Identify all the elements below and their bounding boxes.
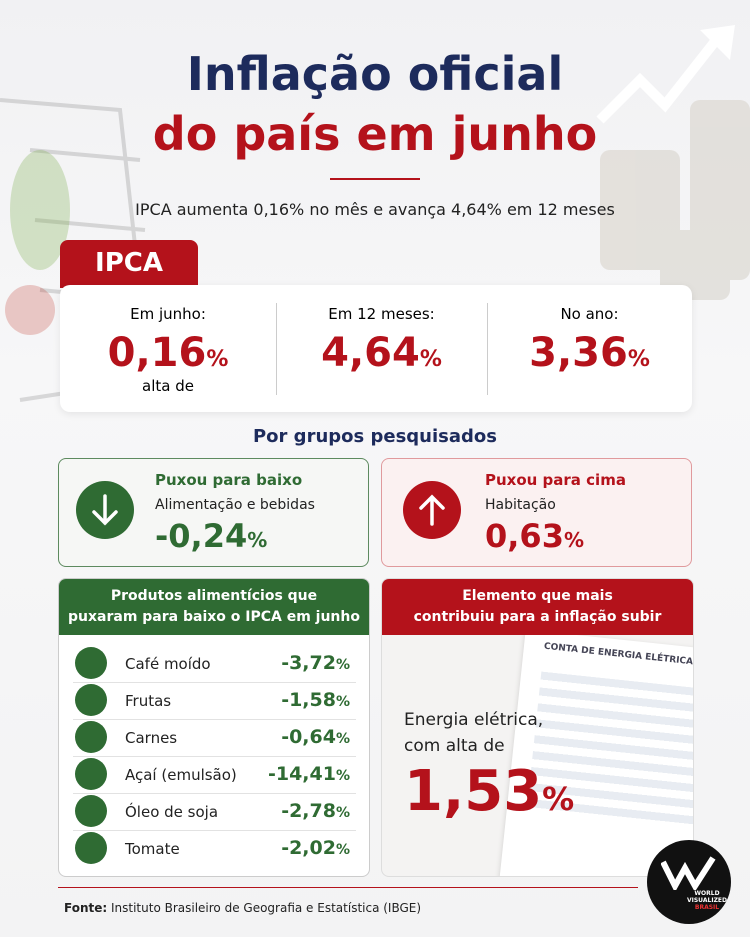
ipca-label: No ano: (560, 305, 619, 323)
up-group: Habitação (485, 497, 556, 513)
food-row: Frutas -1,58% (73, 682, 356, 720)
logo: WORLD VISUALIZED BRASIL (647, 840, 731, 924)
energy-text: Energia elétrica, com alta de (404, 710, 544, 756)
ipca-label: Em junho: (130, 305, 206, 323)
ipca-value: 4,64% (321, 330, 442, 376)
up-heading: Puxou para cima (485, 471, 626, 489)
ipca-label: Em 12 meses: (328, 305, 435, 323)
section-title: Por grupos pesquisados (252, 426, 497, 447)
up-icon (403, 481, 461, 539)
energy-panel: CONTA DE ENERGIA ELÉTRICA Elemento que m… (381, 578, 694, 877)
food-row: Açaí (emulsão) -14,41% (73, 756, 356, 794)
up-value: 0,63% (485, 517, 584, 555)
foods-header: Produtos alimentícios que puxaram para ba… (59, 579, 369, 635)
divider (330, 178, 420, 180)
food-row: Carnes -0,64% (73, 719, 356, 757)
food-row: Tomate -2,02% (73, 830, 356, 867)
down-value: -0,24% (155, 517, 268, 555)
energy-value: 1,53% (404, 759, 575, 824)
separator (276, 303, 277, 395)
subtitle: IPCA aumenta 0,16% no mês e avança 4,64%… (135, 200, 615, 219)
footer-line (58, 887, 638, 888)
food-row: Óleo de soja -2,78% (73, 793, 356, 831)
down-card: Puxou para baixo Alimentação e bebidas -… (58, 458, 369, 567)
separator (487, 303, 488, 395)
energy-header: Elemento que mais contribuiu para a infla… (382, 579, 693, 635)
logo-mark (661, 856, 716, 890)
title: do país em junho (152, 107, 598, 161)
down-icon (76, 481, 134, 539)
source: Fonte: Instituto Brasileiro de Geografia… (64, 901, 422, 915)
food-row: Café moído -3,72% (73, 645, 356, 683)
ipca-tab: IPCA (60, 240, 198, 288)
bill-title: CONTA DE ENERGIA ELÉTRICA (543, 641, 694, 668)
up-card: Puxou para cima Habitação 0,63% (381, 458, 692, 567)
ipca-note: alta de (142, 377, 194, 395)
title: Inflação oficial (186, 47, 564, 101)
foods-panel: Produtos alimentícios que puxaram para ba… (58, 578, 370, 877)
ipca-value: 0,16% (107, 330, 229, 376)
logo-text: WORLD VISUALIZED BRASIL (686, 890, 727, 911)
ipca-card: Em junho: 0,16% alta de Em 12 meses: 4,6… (60, 285, 692, 412)
ipca-value: 3,36% (529, 330, 650, 376)
background-decor (0, 98, 750, 402)
down-heading: Puxou para baixo (155, 471, 303, 489)
down-group: Alimentação e bebidas (155, 497, 315, 513)
